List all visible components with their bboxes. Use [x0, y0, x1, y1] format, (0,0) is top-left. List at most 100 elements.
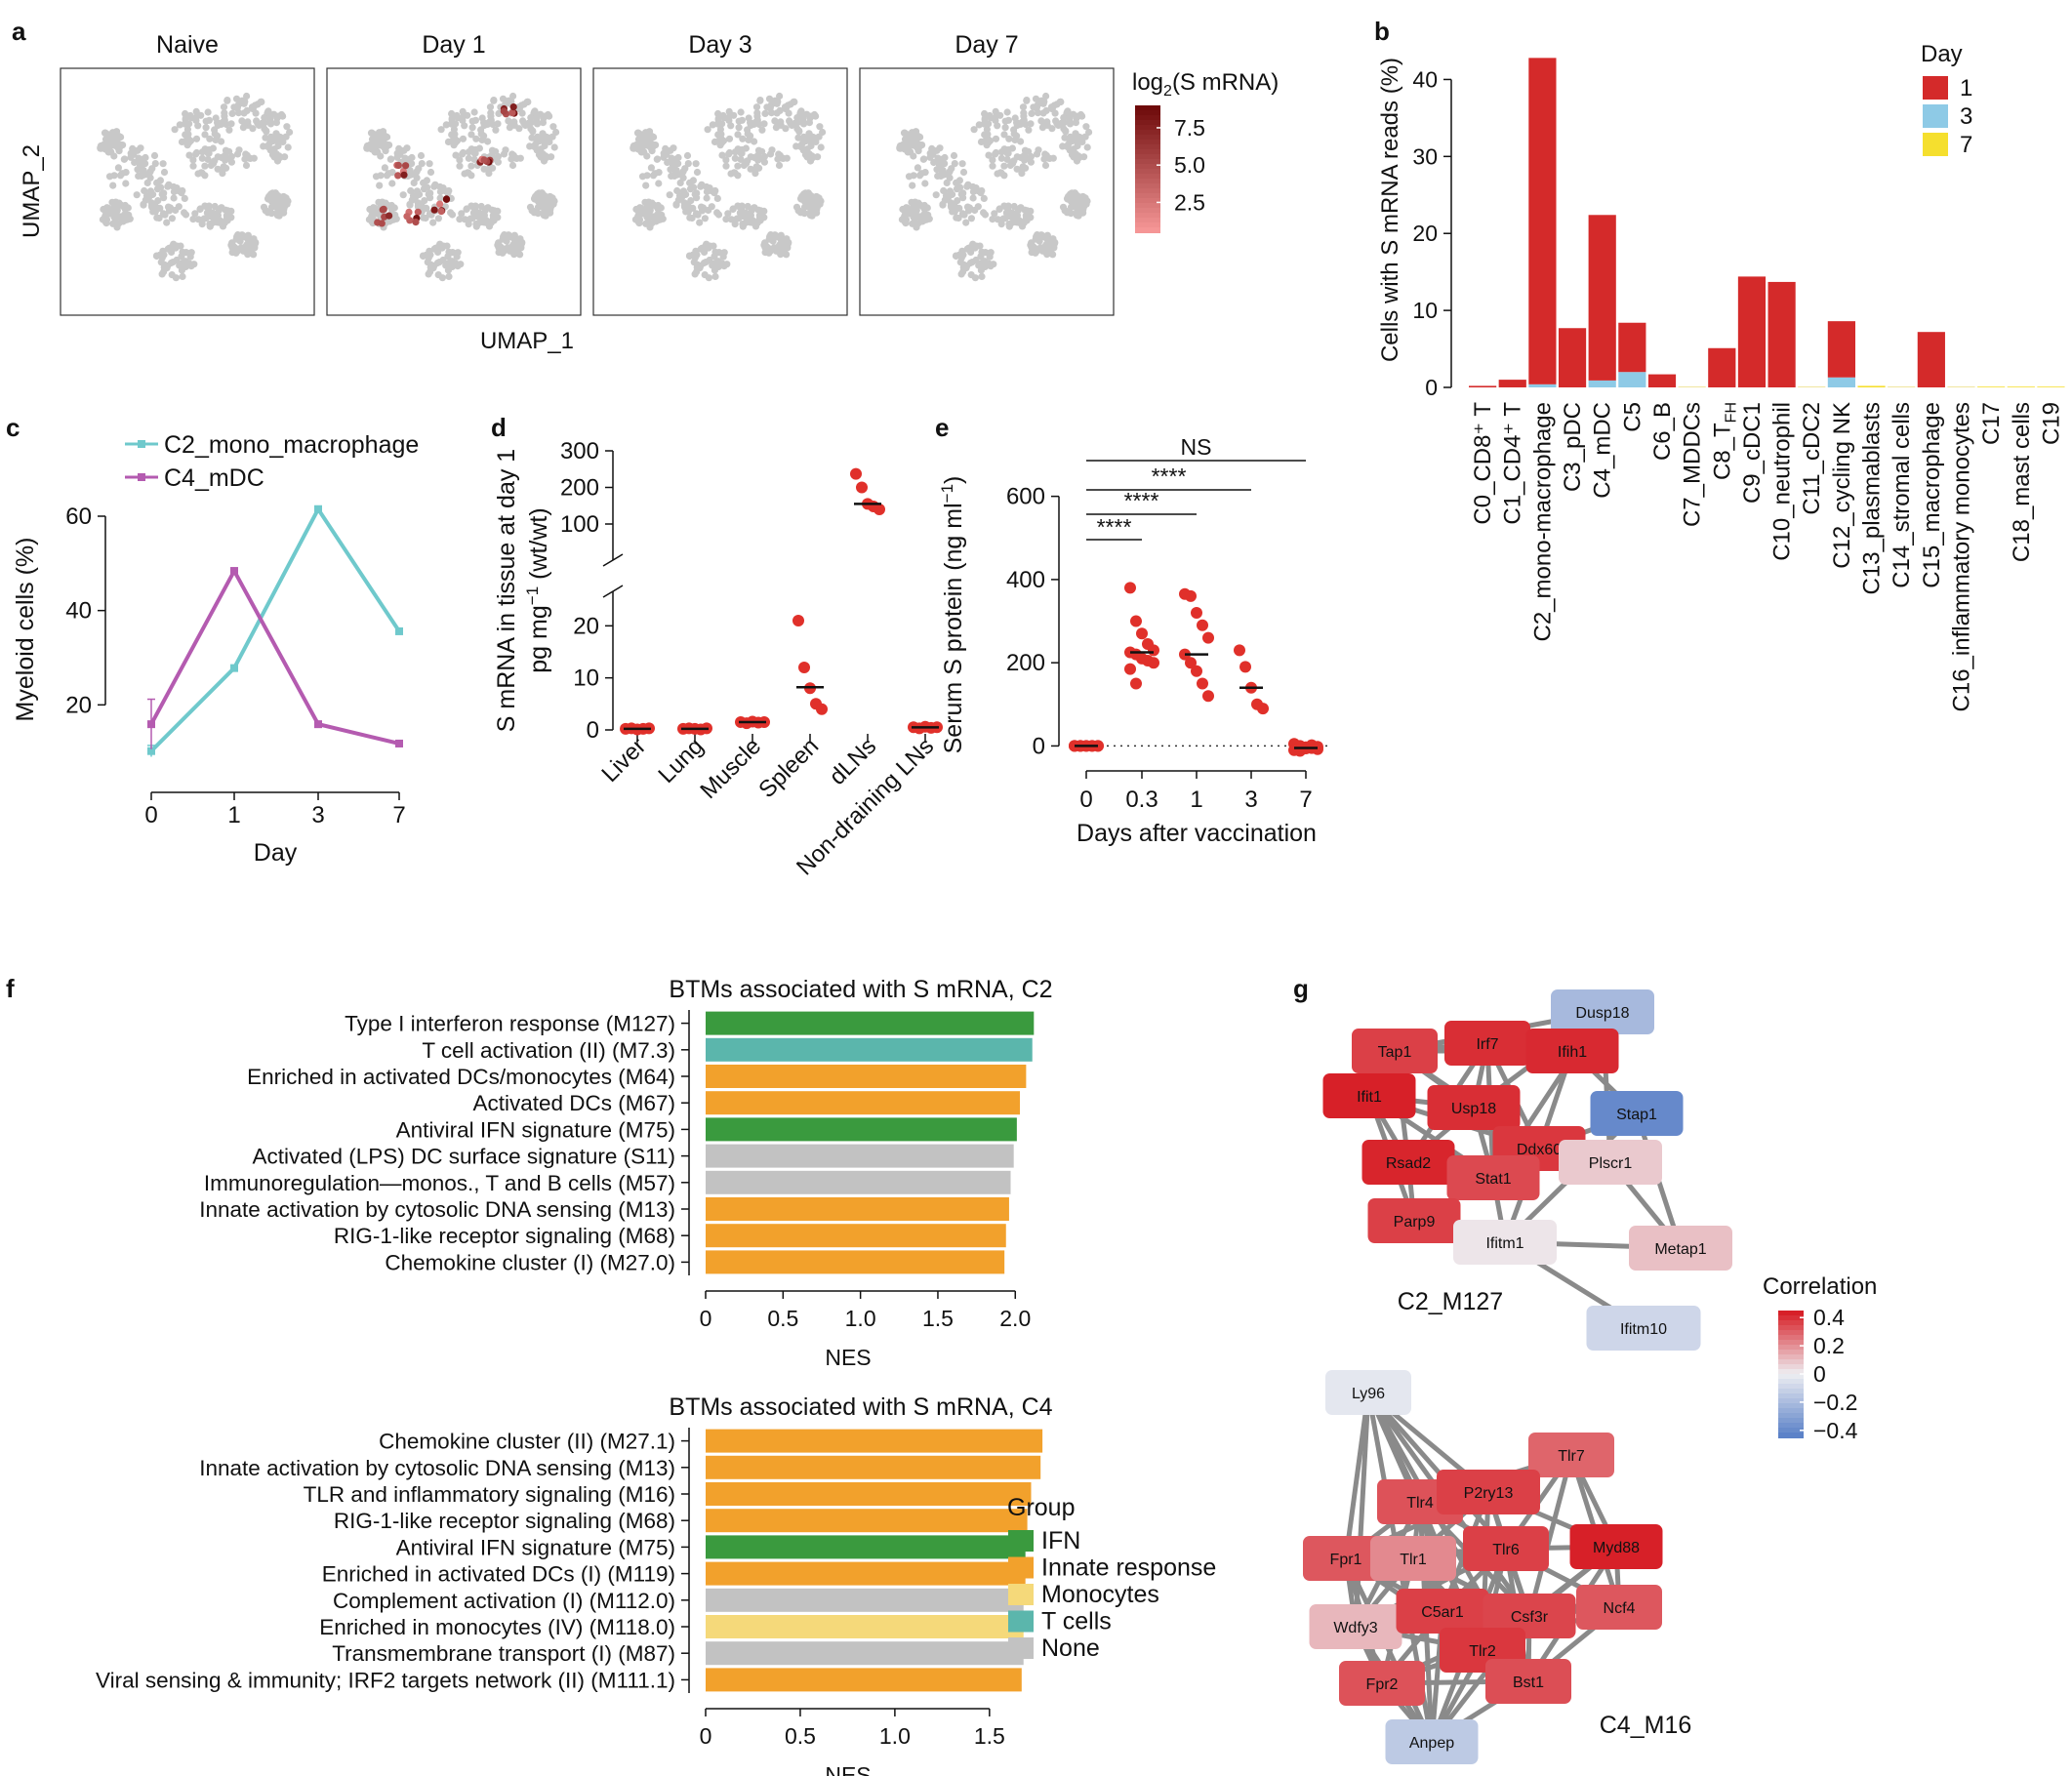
umap-cell [1067, 210, 1075, 218]
umap-panel-title: Day 7 [955, 31, 1018, 59]
node-label: Wdfy3 [1333, 1620, 1377, 1636]
network-node: Usp18 [1427, 1085, 1521, 1130]
bar-segment [1678, 386, 1706, 387]
umap-cell [392, 215, 400, 222]
umap-cell [748, 207, 755, 215]
umap-cell [244, 118, 252, 126]
umap-cell [1027, 158, 1035, 166]
bar-segment [1528, 383, 1557, 387]
colorbar-step [1778, 1320, 1804, 1326]
umap-cell [552, 128, 560, 137]
legend-marker [138, 473, 145, 481]
network-node: Anpep [1385, 1719, 1479, 1764]
umap-cell [989, 162, 996, 170]
y-axis-label: Cells with S mRNA reads (%) [1377, 58, 1403, 362]
umap-xlabel: UMAP_1 [480, 328, 574, 354]
umap-cell [134, 146, 142, 154]
bar [706, 1224, 1006, 1248]
umap-cell [751, 138, 758, 145]
umap-cell [447, 120, 455, 128]
umap-cell [1051, 238, 1059, 247]
umap-cell [222, 206, 229, 214]
umap-cell [792, 142, 800, 150]
network-node: Stat1 [1446, 1155, 1540, 1200]
colorbar-step [1135, 213, 1160, 219]
umap-cell [711, 266, 719, 274]
umap-cell [244, 251, 252, 259]
umap-cell [711, 189, 718, 197]
umap-cell [453, 137, 462, 144]
umap-cell [192, 107, 200, 115]
umap-cell [241, 155, 249, 163]
y-tick-label: 20 [65, 692, 92, 718]
umap-cell [1060, 119, 1068, 127]
umap-cell [535, 138, 543, 145]
umap-cell [646, 204, 654, 212]
umap-cell [714, 211, 723, 219]
umap-cell [990, 261, 997, 268]
umap-cell [705, 206, 712, 215]
category-label: T cell activation (II) (M7.3) [422, 1038, 675, 1063]
umap-cell [992, 135, 1000, 142]
category-label: C1_CD4⁺ T [1500, 402, 1526, 525]
umap-cell [896, 143, 904, 151]
colorbar-step [1135, 188, 1160, 194]
panel-f2-hbars: BTMs associated with S mRNA, C4 Chemokine… [96, 1393, 1216, 1776]
umap-cell [528, 207, 537, 215]
node-box [1525, 1029, 1619, 1073]
umap-cell [520, 101, 528, 108]
network: Ly96 Tlr7 Tlr4 P2ry13 Fpr1 Tlr1 Tlr6 Myd88 Wdfy3… [1303, 1370, 1663, 1764]
node-label: Fpr1 [1330, 1552, 1362, 1568]
umap-cell [1021, 206, 1029, 214]
bar [706, 1144, 1014, 1168]
category-label: Enriched in monocytes (IV) (M118.0) [319, 1615, 675, 1639]
category-label: Chemokine cluster (II) (M27.1) [379, 1430, 675, 1454]
umap-cell [206, 135, 214, 142]
umap-cell [635, 220, 643, 227]
umap-cell [434, 271, 442, 279]
legend-title-sub: 2 [1163, 83, 1172, 100]
umap-cell [1011, 114, 1019, 122]
x-tick-label: 0.3 [1125, 787, 1158, 813]
umap-cell [470, 108, 478, 116]
umap-cell [697, 182, 705, 190]
umap-cell [547, 205, 554, 214]
data-point [816, 703, 828, 715]
umap-cell [994, 216, 1001, 223]
node-box [1576, 1585, 1662, 1630]
umap-cell-expressing [500, 107, 508, 115]
umap-cell [386, 155, 394, 163]
umap-cell [151, 160, 159, 168]
umap-cell [958, 160, 966, 168]
umap-cell [215, 207, 223, 215]
colorbar-step [1135, 149, 1160, 155]
umap-cell [540, 157, 548, 165]
umap-cell [548, 196, 556, 204]
umap-cell [962, 219, 970, 226]
umap-cell [902, 220, 910, 227]
umap-cell [926, 149, 934, 157]
umap-cell [1085, 128, 1093, 137]
umap-cell [430, 182, 438, 190]
umap-cell [800, 210, 808, 218]
bar [706, 1091, 1021, 1115]
legend-label: T cells [1041, 1608, 1112, 1635]
umap-cell [690, 183, 698, 191]
umap-cell [484, 138, 492, 145]
umap-cell [976, 260, 984, 267]
umap-cell [204, 108, 212, 116]
umap-cell [794, 207, 803, 215]
umap-cell [205, 116, 213, 124]
umap-cell [534, 210, 542, 218]
umap-cell [477, 126, 485, 134]
umap-cell [488, 206, 496, 214]
umap-cell [921, 169, 929, 177]
network-node: Tlr6 [1463, 1526, 1549, 1571]
umap-cell [485, 170, 493, 178]
umap-cell [434, 215, 442, 222]
umap-cell [109, 182, 117, 189]
umap-cell-expressing [437, 208, 445, 216]
umap-cell [766, 150, 775, 158]
colorbar-tick-label: 0.2 [1813, 1333, 1845, 1358]
umap-cell [1064, 195, 1072, 203]
